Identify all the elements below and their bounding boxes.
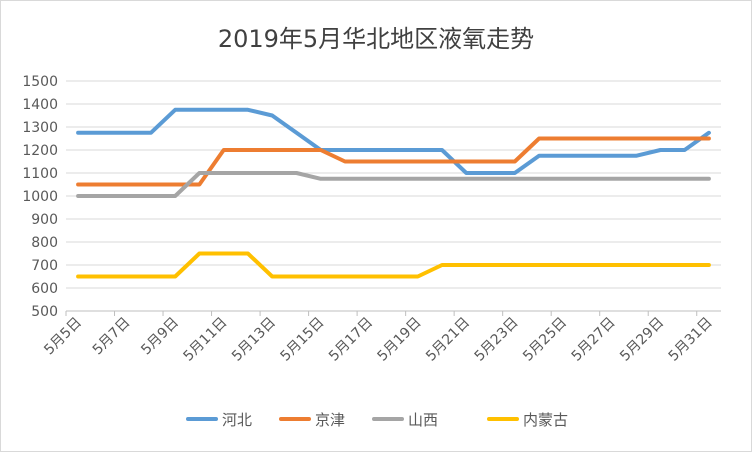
y-axis-ticks: 500 600 700 800 900 1000 1100 1200 1300 1400 1500 — [22, 74, 58, 320]
legend: 河北 京津 山西 内蒙古 — [186, 411, 568, 429]
series-line-3 — [76, 171, 711, 198]
y-tick-label: 500 — [31, 304, 58, 320]
x-axis: 5月5日 5月7日 5月9日5月11日5月13日5月15日5月17日5月19日5月2… — [41, 311, 716, 365]
y-tick-label: 1400 — [22, 97, 58, 113]
legend-label: 河北 — [222, 411, 252, 429]
x-tick-label: 5月25日 — [520, 315, 570, 365]
legend-label: 京津 — [315, 411, 345, 429]
y-tick-label: 600 — [31, 281, 58, 297]
chart-title: 2019年5月华北地区液氧走势 — [217, 25, 535, 53]
x-tick-label: 5月15日 — [278, 315, 328, 365]
series-line-1 — [76, 107, 711, 175]
legend-label: 山西 — [408, 411, 438, 429]
x-tick-label: 5月21日 — [423, 315, 473, 365]
series-line-4 — [76, 251, 711, 279]
x-tick-label: 5月13日 — [229, 315, 279, 365]
series-line-2 — [76, 136, 711, 187]
x-tick-label: 5月27日 — [569, 315, 619, 365]
y-tick-label: 1300 — [22, 120, 58, 136]
x-tick-label: 5月17日 — [326, 315, 376, 365]
x-tick-label: 5月11日 — [180, 315, 230, 365]
y-tick-label: 1000 — [22, 189, 58, 205]
x-tick-label: 5月31日 — [666, 315, 716, 365]
x-tick-label: 5月9日 — [138, 315, 182, 359]
y-tick-label: 1200 — [22, 143, 58, 159]
x-tick-label: 5月19日 — [375, 315, 425, 365]
x-tick-label: 5月29日 — [617, 315, 667, 365]
x-tick-label: 5月23日 — [472, 315, 522, 365]
y-tick-label: 800 — [31, 235, 58, 251]
y-tick-label: 900 — [31, 212, 58, 228]
y-tick-label: 1100 — [22, 166, 58, 182]
y-tick-label: 1500 — [22, 74, 58, 90]
gridlines — [66, 80, 721, 312]
x-tick-label: 5月7日 — [90, 315, 134, 359]
legend-label: 内蒙古 — [523, 411, 568, 429]
y-tick-label: 700 — [31, 258, 58, 274]
x-tick-label: 5月5日 — [41, 315, 85, 359]
series-lines — [76, 107, 711, 279]
